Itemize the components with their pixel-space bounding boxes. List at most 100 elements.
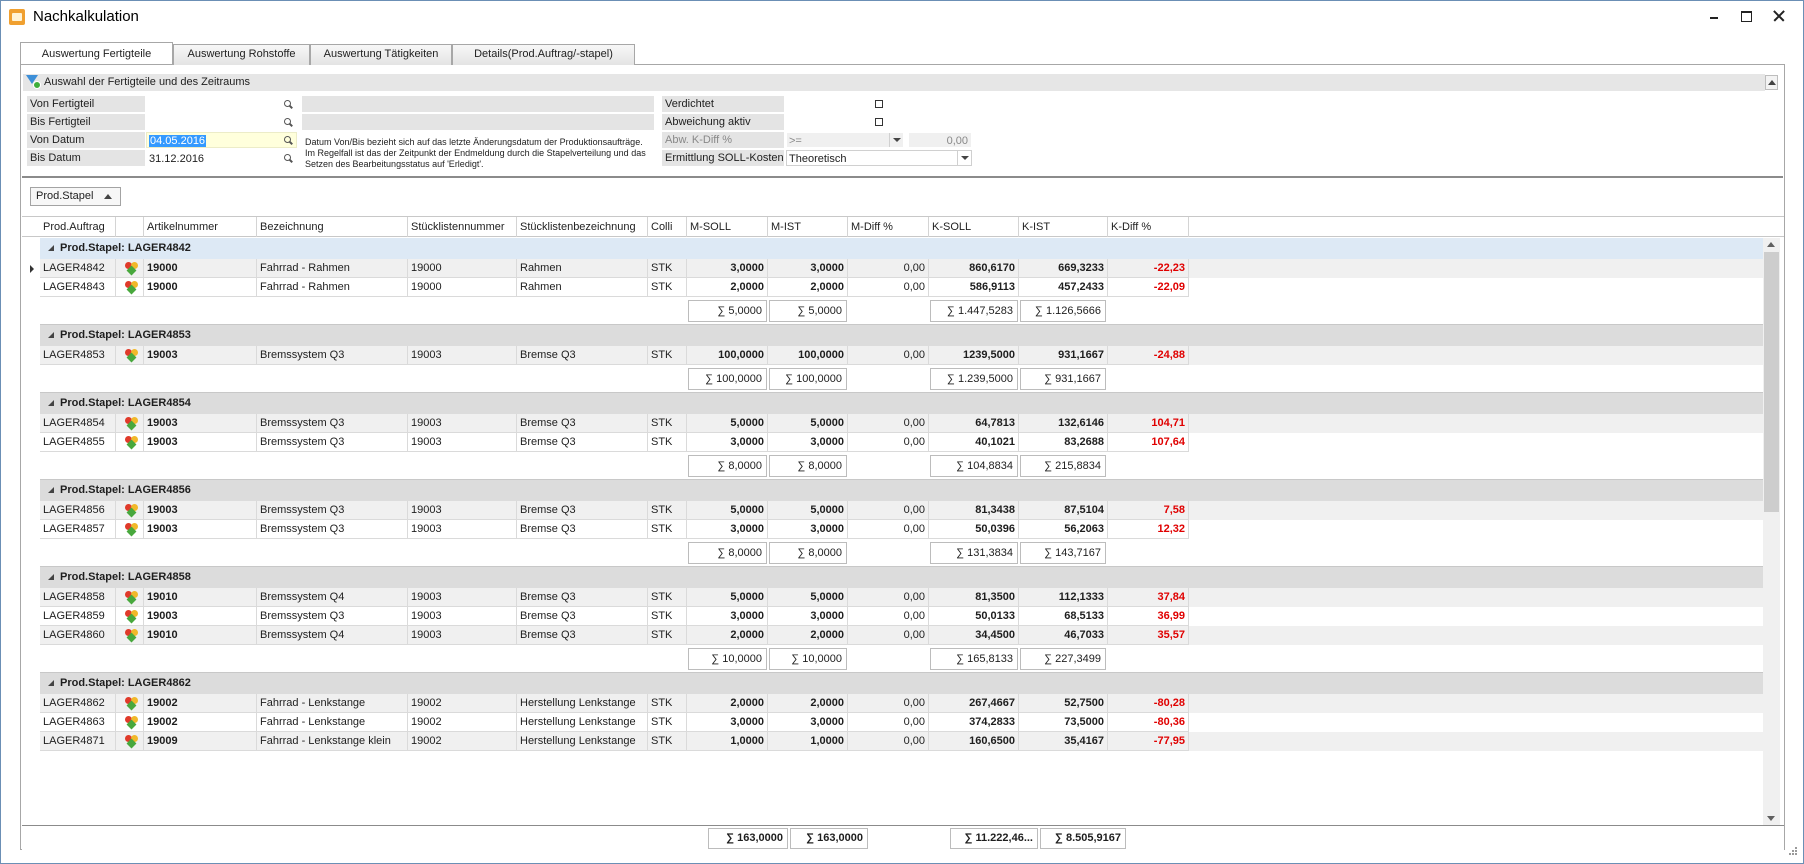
table-cell[interactable]: 3,0000	[687, 259, 768, 278]
table-cell[interactable]: 0,00	[848, 713, 929, 732]
table-cell[interactable]: Fahrrad - Rahmen	[257, 278, 408, 297]
table-cell[interactable]: 0,00	[848, 626, 929, 645]
table-cell[interactable]: STK	[648, 713, 687, 732]
table-cell[interactable]: 19003	[408, 588, 517, 607]
table-cell[interactable]: 2,0000	[768, 694, 848, 713]
table-cell[interactable]: Bremssystem Q3	[257, 433, 408, 452]
table-cell[interactable]: 19010	[144, 626, 257, 645]
table-cell[interactable]: 0,00	[848, 732, 929, 751]
table-cell[interactable]: -80,28	[1108, 694, 1189, 713]
table-cell[interactable]: 2,0000	[687, 694, 768, 713]
table-cell[interactable]: 19003	[408, 607, 517, 626]
table-cell[interactable]: 19003	[144, 414, 257, 433]
table-row[interactable]: LAGER4860 19010 Bremssystem Q4 19003 Bremse …	[40, 626, 1763, 645]
table-cell[interactable]: 19002	[144, 694, 257, 713]
table-cell[interactable]: 0,00	[848, 520, 929, 539]
status-cell[interactable]	[116, 588, 144, 607]
splitter[interactable]	[22, 176, 1783, 178]
table-cell[interactable]: STK	[648, 501, 687, 520]
column-header-k-diff[interactable]: K-Diff %	[1108, 217, 1189, 237]
column-header-colli[interactable]: Colli	[648, 217, 687, 237]
table-cell[interactable]: 19003	[408, 520, 517, 539]
table-cell[interactable]: 457,2433	[1019, 278, 1108, 297]
table-cell[interactable]: 68,5133	[1019, 607, 1108, 626]
table-cell[interactable]: 3,0000	[687, 520, 768, 539]
table-cell[interactable]: 19000	[408, 278, 517, 297]
column-header-m-soll[interactable]: M-SOLL	[687, 217, 768, 237]
table-cell[interactable]: 50,0133	[929, 607, 1019, 626]
table-cell[interactable]: 35,4167	[1019, 732, 1108, 751]
table-cell[interactable]: 50,0396	[929, 520, 1019, 539]
table-cell[interactable]: 374,2833	[929, 713, 1019, 732]
group-row[interactable]: Prod.Stapel: LAGER4856	[40, 480, 1763, 501]
table-cell[interactable]: Fahrrad - Rahmen	[257, 259, 408, 278]
table-cell[interactable]: 0,00	[848, 501, 929, 520]
table-cell[interactable]: 19002	[408, 694, 517, 713]
table-cell[interactable]: -80,36	[1108, 713, 1189, 732]
table-cell[interactable]: 19003	[144, 433, 257, 452]
table-cell[interactable]: 34,4500	[929, 626, 1019, 645]
table-cell[interactable]: Bremse Q3	[517, 433, 648, 452]
table-cell[interactable]: 5,0000	[687, 414, 768, 433]
table-cell[interactable]: 100,0000	[768, 346, 848, 365]
table-cell[interactable]: LAGER4863	[40, 713, 116, 732]
table-cell[interactable]: 3,0000	[768, 433, 848, 452]
column-header-bezeichnung[interactable]: Bezeichnung	[257, 217, 408, 237]
resize-grip[interactable]	[1786, 846, 1798, 858]
table-cell[interactable]: LAGER4859	[40, 607, 116, 626]
table-cell[interactable]: 19003	[144, 346, 257, 365]
table-cell[interactable]: 267,4667	[929, 694, 1019, 713]
table-cell[interactable]: 160,6500	[929, 732, 1019, 751]
collapse-group-button[interactable]	[1765, 75, 1778, 90]
abweichung-checkbox[interactable]	[875, 118, 883, 126]
table-cell[interactable]: Bremssystem Q4	[257, 588, 408, 607]
table-cell[interactable]: 19003	[144, 520, 257, 539]
table-cell[interactable]: 1239,5000	[929, 346, 1019, 365]
table-row[interactable]: LAGER4853 19003 Bremssystem Q3 19003 Bremse …	[40, 346, 1763, 365]
table-row[interactable]: LAGER4854 19003 Bremssystem Q3 19003 Bremse …	[40, 414, 1763, 433]
column-header-stuecklistenbezeichnung[interactable]: Stücklistenbezeichnung	[517, 217, 648, 237]
table-cell[interactable]: 3,0000	[768, 607, 848, 626]
table-row[interactable]: LAGER4856 19003 Bremssystem Q3 19003 Bremse …	[40, 501, 1763, 520]
table-cell[interactable]: 1,0000	[687, 732, 768, 751]
table-cell[interactable]: 860,6170	[929, 259, 1019, 278]
table-cell[interactable]: 2,0000	[768, 278, 848, 297]
table-cell[interactable]: 2,0000	[768, 626, 848, 645]
group-row[interactable]: Prod.Stapel: LAGER4853	[40, 325, 1763, 346]
table-cell[interactable]: 669,3233	[1019, 259, 1108, 278]
scroll-up-icon[interactable]	[1767, 242, 1775, 247]
minimize-button[interactable]	[1704, 7, 1724, 25]
table-cell[interactable]: LAGER4862	[40, 694, 116, 713]
table-cell[interactable]: 100,0000	[687, 346, 768, 365]
table-cell[interactable]: 5,0000	[768, 414, 848, 433]
status-cell[interactable]	[116, 520, 144, 539]
search-icon[interactable]	[284, 136, 293, 145]
table-cell[interactable]: 19002	[408, 732, 517, 751]
table-cell[interactable]: Herstellung Lenkstange	[517, 694, 648, 713]
table-cell[interactable]: -24,88	[1108, 346, 1189, 365]
column-header-m-ist[interactable]: M-IST	[768, 217, 848, 237]
table-cell[interactable]: Herstellung Lenkstange	[517, 732, 648, 751]
status-cell[interactable]	[116, 732, 144, 751]
status-cell[interactable]	[116, 433, 144, 452]
table-row[interactable]: LAGER4859 19003 Bremssystem Q3 19003 Bremse …	[40, 607, 1763, 626]
table-cell[interactable]: LAGER4871	[40, 732, 116, 751]
table-row[interactable]: LAGER4863 19002 Fahrrad - Lenkstange 19002 H…	[40, 713, 1763, 732]
table-row[interactable]: LAGER4855 19003 Bremssystem Q3 19003 Bremse …	[40, 433, 1763, 452]
table-cell[interactable]: 40,1021	[929, 433, 1019, 452]
table-cell[interactable]: 73,5000	[1019, 713, 1108, 732]
table-cell[interactable]: STK	[648, 694, 687, 713]
table-cell[interactable]: LAGER4860	[40, 626, 116, 645]
table-cell[interactable]: STK	[648, 732, 687, 751]
table-cell[interactable]: 37,84	[1108, 588, 1189, 607]
tab-auswertung-taetigkeiten[interactable]: Auswertung Tätigkeiten	[310, 44, 452, 65]
table-cell[interactable]: STK	[648, 588, 687, 607]
column-header-artikelnummer[interactable]: Artikelnummer	[144, 217, 257, 237]
table-cell[interactable]: Bremse Q3	[517, 414, 648, 433]
bis-fertigteil-input[interactable]	[146, 114, 297, 130]
collapse-triangle-icon[interactable]	[48, 332, 54, 338]
table-cell[interactable]: Fahrrad - Lenkstange klein	[257, 732, 408, 751]
group-row[interactable]: Prod.Stapel: LAGER4858	[40, 567, 1763, 588]
table-cell[interactable]: 132,6146	[1019, 414, 1108, 433]
status-cell[interactable]	[116, 501, 144, 520]
